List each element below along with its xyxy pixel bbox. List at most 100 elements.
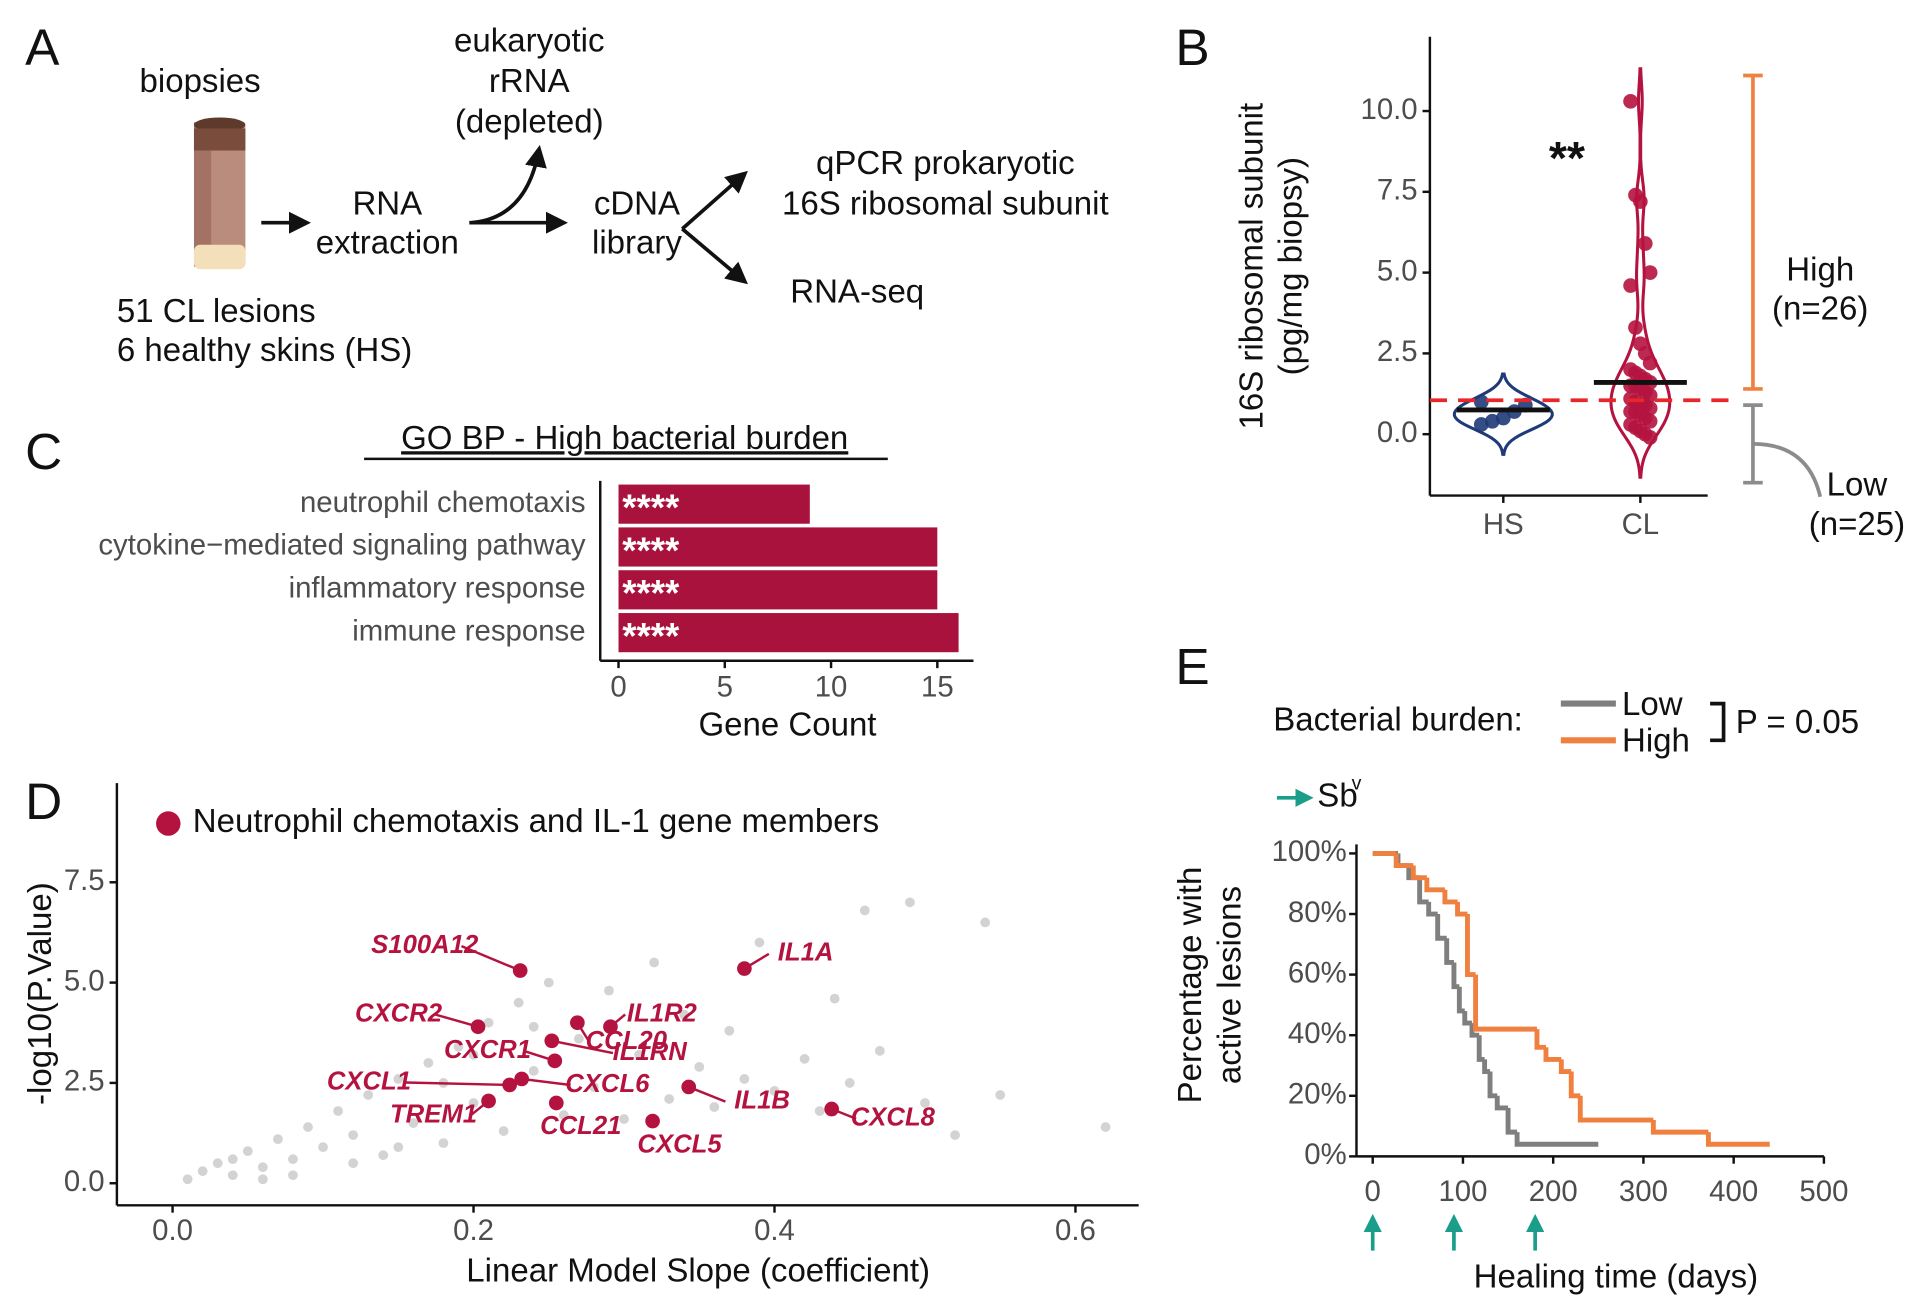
- background-gene: [799, 1053, 810, 1064]
- survival-step: [1487, 1071, 1498, 1099]
- y-axis-title: Percentage with active lesions: [1171, 867, 1247, 1104]
- y-tick-label: 80%: [1288, 896, 1347, 929]
- background-gene: [528, 1065, 539, 1076]
- y-axis-title: 16S ribosomal subunit (pg/mg biopsy): [1232, 103, 1308, 430]
- data-point: [1473, 417, 1489, 432]
- highlight-gene: [737, 961, 752, 976]
- value-label: ****: [622, 487, 680, 528]
- x-axis-title: Linear Model Slope (coefficient): [466, 1251, 930, 1288]
- x-tick-label: 0.2: [453, 1214, 494, 1247]
- y-tick-label: 40%: [1288, 1017, 1347, 1050]
- y-tick-label: 5.0: [64, 964, 105, 997]
- y-tick-label: 0%: [1304, 1138, 1346, 1171]
- y-tick-label: 60%: [1288, 956, 1347, 989]
- group-bracket: [1743, 73, 1763, 391]
- data-point: [1473, 394, 1489, 410]
- panel-label: A: [25, 18, 60, 76]
- legend-label: Low: [1622, 685, 1683, 722]
- highlight-gene: [603, 1019, 618, 1035]
- panel-label: B: [1175, 18, 1209, 76]
- survival-step: [1476, 1035, 1485, 1062]
- data-point: [1495, 410, 1511, 426]
- significance: **: [1549, 132, 1586, 184]
- survival-step: [1410, 865, 1427, 881]
- background-gene: [498, 1126, 509, 1136]
- survival-step: [1455, 901, 1468, 917]
- value-label: ****: [622, 530, 680, 571]
- data-point: [1637, 236, 1653, 251]
- y-tick-label: 10.0: [1360, 93, 1417, 126]
- gene-label: CXCL1: [327, 1067, 411, 1095]
- treatment-label: Sb: [1317, 777, 1357, 814]
- background-gene: [227, 1154, 238, 1165]
- label-leader: [434, 1013, 479, 1028]
- gene-label: CCL21: [540, 1112, 621, 1140]
- x-tick-label: 500: [1799, 1175, 1848, 1208]
- background-gene: [724, 1025, 735, 1036]
- flow-arrows: [261, 144, 749, 285]
- gene-label: IL1RN: [613, 1038, 688, 1066]
- background-gene: [573, 1033, 584, 1044]
- background-gene: [303, 1122, 313, 1132]
- gene-label: CXCL8: [851, 1104, 936, 1132]
- gene-label: CXCL5: [637, 1130, 722, 1158]
- data-point: [1484, 413, 1500, 429]
- survival-step: [1558, 1059, 1572, 1074]
- background-gene: [212, 1158, 223, 1169]
- background-gene: [363, 1090, 374, 1100]
- side-label: rRNA: [489, 62, 570, 99]
- highlight-gene: [645, 1113, 660, 1129]
- highlight-gene: [502, 1077, 517, 1093]
- survival-step: [1444, 938, 1454, 965]
- survival-step: [1456, 986, 1465, 1014]
- background-gene: [348, 1158, 359, 1169]
- x-tick-label: 0: [1365, 1175, 1381, 1208]
- group-label: (n=26): [1772, 290, 1868, 327]
- label-leader: [521, 1077, 571, 1087]
- survival-step: [1514, 1132, 1599, 1147]
- cohort-label: 6 healthy skins (HS): [117, 331, 412, 368]
- background-gene: [197, 1166, 208, 1177]
- y-tick-label: 20%: [1288, 1078, 1347, 1111]
- background-gene: [257, 1162, 268, 1173]
- gene-label: IL1B: [734, 1086, 790, 1114]
- x-tick-label: 100: [1438, 1175, 1487, 1208]
- background-gene: [227, 1170, 238, 1181]
- y-tick-label: 7.5: [64, 864, 105, 897]
- background-gene: [604, 985, 614, 996]
- x-tick-label: 0: [610, 671, 626, 704]
- data-point: [1642, 413, 1658, 429]
- survival-step: [1393, 853, 1414, 868]
- sample-label: biopsies: [140, 62, 261, 99]
- survival-step: [1534, 1029, 1546, 1050]
- survival-step: [1473, 974, 1537, 1032]
- background-gene: [619, 1114, 629, 1124]
- y-tick-label: 0.0: [64, 1165, 105, 1198]
- gene-label: CXCR1: [444, 1036, 531, 1064]
- violin: [1452, 372, 1554, 456]
- background-gene: [950, 1130, 960, 1140]
- legend-title: Bacterial burden:: [1273, 701, 1523, 738]
- background-gene: [468, 1049, 479, 1060]
- background-gene: [453, 1041, 464, 1052]
- data-point: [1642, 355, 1658, 371]
- x-tick-label: 5: [717, 671, 733, 704]
- highlight-gene: [570, 1015, 585, 1031]
- data-point: [1623, 278, 1638, 293]
- background-gene: [348, 1130, 359, 1140]
- cohort-label: 51 CL lesions: [117, 292, 316, 329]
- y-axis-title-line: 16S ribosomal subunit: [1232, 103, 1269, 430]
- survival-step: [1650, 1120, 1709, 1135]
- label-leader: [460, 944, 521, 972]
- y-tick-label: 7.5: [1377, 174, 1418, 207]
- x-tick-label: 10: [815, 671, 848, 704]
- x-tick-label: 0.4: [754, 1214, 795, 1247]
- violin: [1609, 67, 1672, 479]
- panel-label: D: [25, 772, 62, 830]
- background-gene: [694, 1061, 705, 1072]
- survival-step: [1543, 1047, 1562, 1062]
- x-tick-label: 400: [1709, 1175, 1758, 1208]
- x-tick-label: CL: [1622, 508, 1660, 541]
- x-axis-title: Healing time (days): [1474, 1257, 1758, 1294]
- data-point: [1628, 320, 1643, 335]
